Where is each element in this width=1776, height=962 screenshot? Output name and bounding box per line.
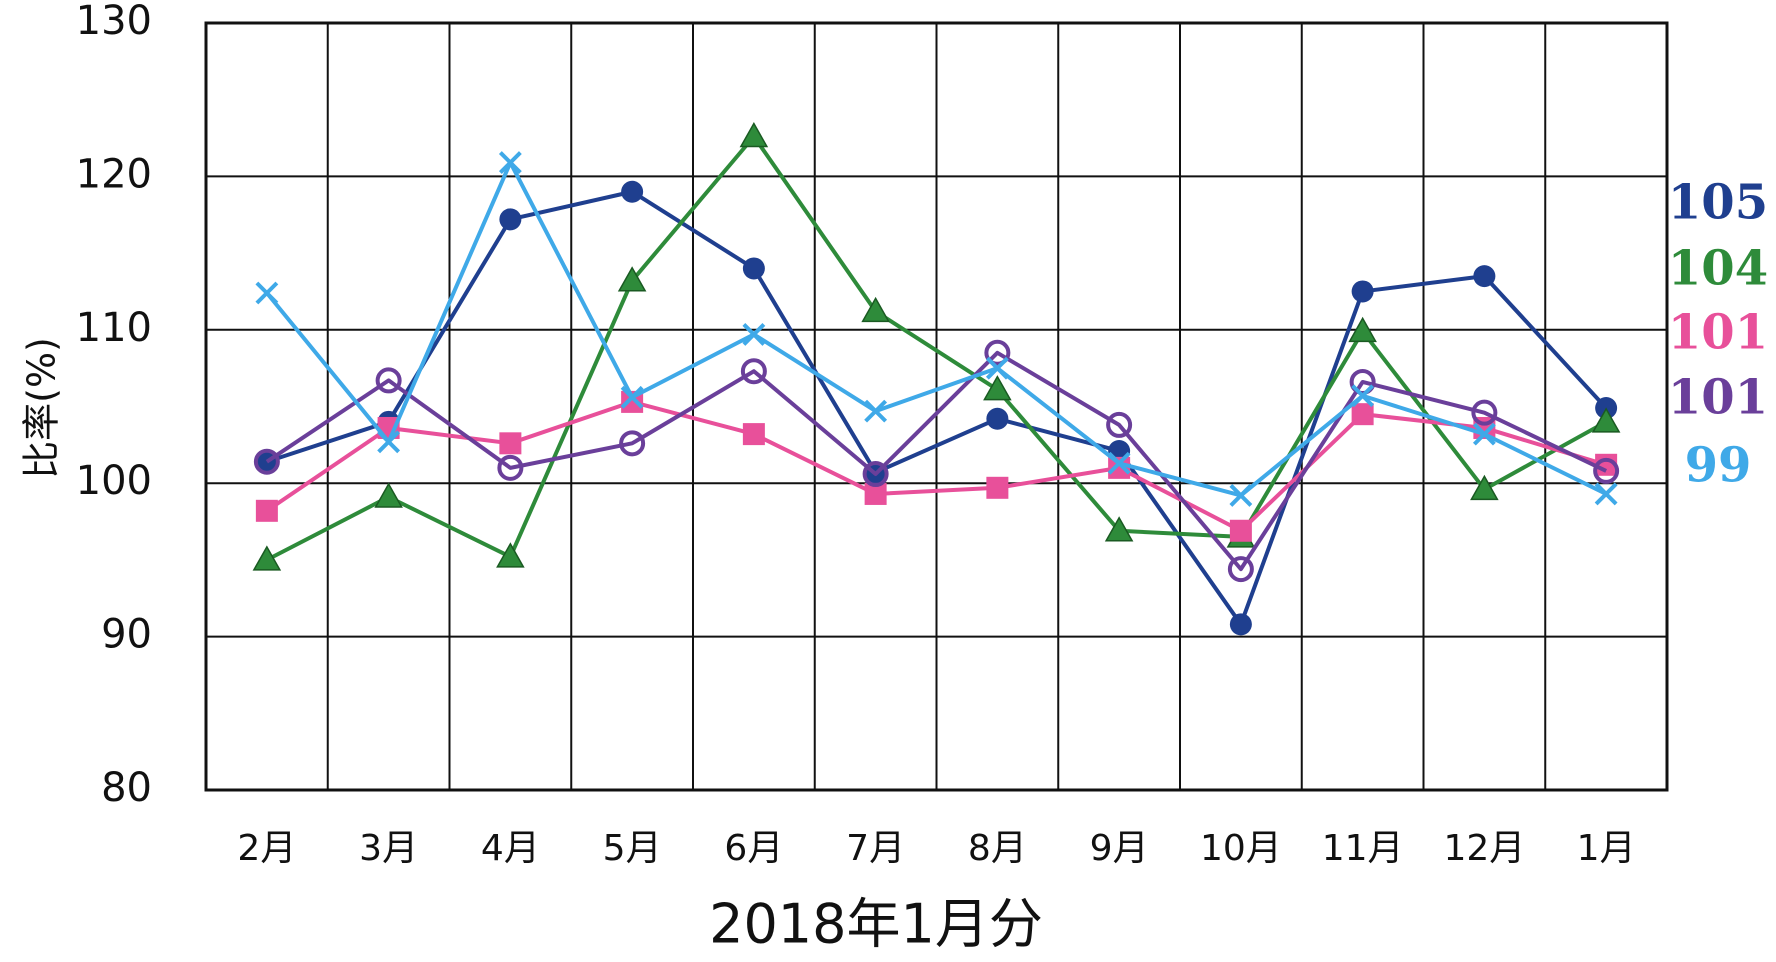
marker	[620, 385, 644, 409]
series-line	[265, 134, 1608, 562]
marker	[864, 482, 887, 505]
marker	[255, 281, 279, 305]
marker	[1107, 451, 1131, 475]
end-label: 99	[1685, 438, 1752, 494]
end-label: 105	[1668, 175, 1768, 231]
marker	[1229, 519, 1252, 542]
marker	[1229, 613, 1252, 636]
series-line	[265, 399, 1607, 533]
marker	[617, 266, 647, 292]
marker	[1594, 482, 1618, 506]
x-tick-label: 8月	[968, 828, 1027, 869]
x-tick-label: 9月	[1090, 828, 1149, 869]
marker	[1472, 422, 1496, 446]
marker	[252, 545, 282, 571]
marker	[742, 322, 766, 346]
marker	[375, 367, 402, 394]
end-label: 101	[1668, 305, 1768, 361]
marker	[1473, 265, 1496, 288]
marker	[862, 460, 889, 487]
marker	[1470, 474, 1499, 501]
marker	[1348, 316, 1377, 343]
x-tick-label: 6月	[724, 828, 783, 869]
marker	[255, 499, 278, 522]
y-tick-label: 130	[76, 0, 152, 44]
series-line	[265, 160, 1608, 498]
marker	[1351, 280, 1374, 303]
marker	[742, 257, 765, 280]
x-tick-label: 1月	[1577, 828, 1636, 869]
marker	[1351, 403, 1374, 426]
marker	[740, 358, 767, 385]
x-tick-label: 2月	[237, 828, 296, 869]
series-line	[266, 189, 1608, 627]
marker	[1351, 384, 1375, 408]
end-label: 101	[1668, 370, 1768, 426]
marker	[861, 296, 890, 323]
plot-frame	[204, 21, 1669, 792]
marker	[1593, 457, 1620, 484]
x-tick-label: 7月	[846, 828, 905, 869]
marker	[984, 339, 1011, 366]
marker	[621, 180, 644, 203]
marker	[1471, 399, 1498, 426]
marker	[986, 407, 1009, 430]
x-tick-label: 12月	[1443, 828, 1525, 869]
marker	[496, 542, 525, 568]
x-tick-label: 3月	[359, 828, 418, 869]
x-axis-label: 2018年1月分	[709, 893, 1043, 956]
y-tick-label: 120	[76, 151, 152, 197]
x-tick-label: 11月	[1322, 828, 1404, 869]
marker	[985, 356, 1009, 380]
marker	[742, 423, 765, 446]
marker	[1106, 411, 1133, 438]
y-tick-label: 80	[101, 765, 152, 811]
y-tick-label: 90	[101, 612, 152, 658]
marker	[619, 430, 646, 457]
x-tick-label: 4月	[481, 828, 540, 869]
marker	[377, 430, 401, 454]
y-tick-label: 110	[76, 305, 152, 351]
end-label: 104	[1668, 241, 1768, 297]
marker	[1229, 484, 1253, 507]
marker	[1227, 556, 1254, 583]
y-axis-label: 比率(%)	[20, 337, 64, 479]
marker	[986, 476, 1009, 499]
x-tick-label: 5月	[603, 828, 662, 869]
marker	[1108, 456, 1131, 479]
marker	[253, 448, 280, 475]
marker	[498, 151, 522, 175]
x-tick-label: 10月	[1200, 828, 1282, 869]
marker	[983, 375, 1012, 401]
y-tick-label: 100	[76, 458, 152, 504]
marker	[499, 208, 522, 231]
series-line	[265, 350, 1607, 572]
marker	[1104, 516, 1134, 542]
marker	[864, 399, 888, 423]
marker	[374, 482, 403, 508]
marker	[1591, 407, 1621, 433]
marker	[499, 432, 522, 455]
marker	[739, 121, 769, 148]
marker	[497, 454, 524, 481]
